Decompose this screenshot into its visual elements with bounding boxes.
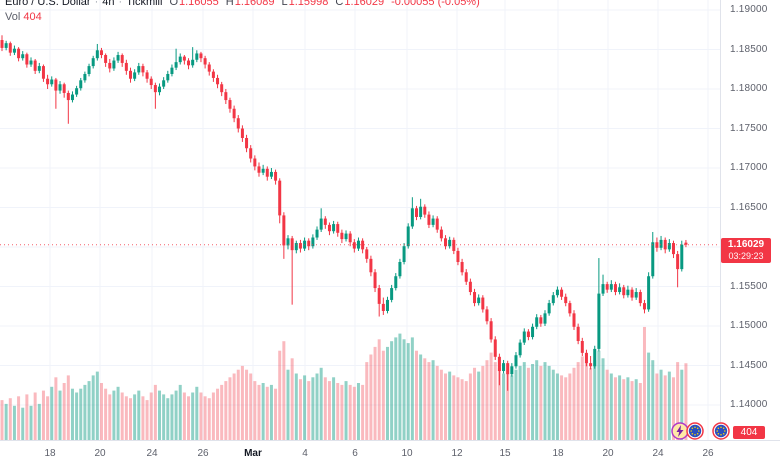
price-tick-label: 1.14000 xyxy=(730,399,768,410)
time-tick-label: 15 xyxy=(499,448,511,459)
price-tick-label: 1.17000 xyxy=(730,162,768,173)
time-tick-label: 26 xyxy=(702,448,714,459)
high-value: 1.16089 xyxy=(234,0,275,8)
economic-event-lightning-icon[interactable] xyxy=(671,422,689,440)
time-tick-label: Mar xyxy=(244,448,262,459)
price-tick-label: 1.15500 xyxy=(730,280,768,292)
price-tick-label: 1.18000 xyxy=(730,83,768,94)
last-price-value: 1.16029 xyxy=(727,239,765,250)
volume-badge: 404 xyxy=(733,426,765,439)
price-axis[interactable]: 1.19000 1.18500 1.18000 1.17500 1.17000 1.165… xyxy=(720,0,780,440)
legend-line1: Euro / U.S. Dollar · 4h · Tickmill O1.16055 H1… xyxy=(5,0,480,8)
open-value: 1.16055 xyxy=(179,0,219,8)
price-tick-label: 1.19000 xyxy=(730,4,768,15)
price-tick-label: 1.14500 xyxy=(730,359,768,371)
time-tick-label: 4 xyxy=(302,448,308,459)
eu-flag-event-icon[interactable] xyxy=(712,422,730,440)
price-tick-label: 1.17500 xyxy=(730,122,768,134)
time-tick-label: 18 xyxy=(552,448,564,459)
high-key: H xyxy=(225,0,234,8)
volume-value: 404 xyxy=(23,11,42,23)
time-tick-label: 24 xyxy=(146,448,158,459)
lightning-icon xyxy=(671,422,689,440)
price-tick-label: 1.16500 xyxy=(730,201,768,213)
legend-line2: Vol 404 xyxy=(5,11,480,23)
eu-flag-icon xyxy=(686,422,704,440)
price-tick-label: 1.15000 xyxy=(730,320,768,331)
gridlines xyxy=(0,0,720,440)
open-key: O xyxy=(169,0,178,8)
time-tick-label: 10 xyxy=(401,448,413,459)
close-value: 1.16029 xyxy=(344,0,385,8)
source-label: Tickmill xyxy=(126,0,163,8)
separator-dot: · xyxy=(94,0,99,8)
volume-key: Vol xyxy=(5,11,21,23)
close-key: C xyxy=(335,0,344,8)
legend: Euro / U.S. Dollar · 4h · Tickmill O1.16055 H1… xyxy=(5,0,480,23)
eu-flag-icon xyxy=(712,422,730,440)
interval-label[interactable]: 4h xyxy=(102,0,115,8)
time-tick-label: 26 xyxy=(197,448,209,459)
volume-layer xyxy=(0,326,688,440)
symbol-title: Euro / U.S. Dollar xyxy=(5,0,91,8)
last-price-label: 1.16029 03:29:23 xyxy=(721,238,771,263)
time-tick-label: 18 xyxy=(44,448,56,459)
eu-flag-event-icon[interactable] xyxy=(686,422,704,440)
separator-dot: · xyxy=(118,0,123,8)
time-tick-label: 20 xyxy=(94,448,106,459)
time-axis[interactable]: 18 20 24 26 Mar 4 6 10 12 15 18 20 24 26 xyxy=(0,440,780,470)
time-tick-label: 24 xyxy=(652,448,664,459)
candlestick-chart[interactable] xyxy=(0,0,720,440)
time-tick-label: 6 xyxy=(352,448,358,459)
bar-countdown: 03:29:23 xyxy=(728,251,764,261)
time-tick-label: 12 xyxy=(451,448,463,459)
price-tick-label: 1.18500 xyxy=(730,43,768,55)
change-value: -0.00055 (-0.05%) xyxy=(391,0,480,8)
time-tick-label: 20 xyxy=(602,448,614,459)
low-key: L xyxy=(281,0,288,8)
low-value: 1.15998 xyxy=(288,0,329,8)
